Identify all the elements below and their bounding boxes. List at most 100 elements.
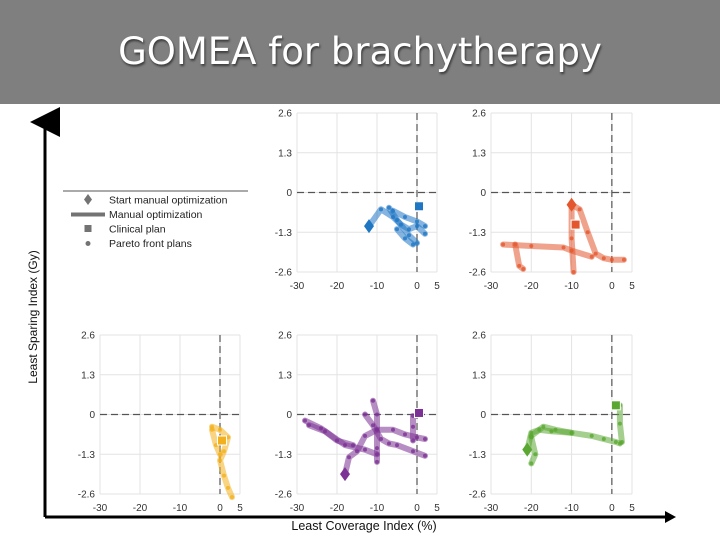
y-tick-label: -2.6 (275, 268, 293, 279)
pareto-front-point (391, 208, 395, 213)
pareto-front-point (218, 458, 222, 463)
pareto-front-point (501, 242, 506, 247)
panel-bottom-middle: 2.6 1.3 0 -1.3 -2.6 -30 -20 -10 0 5 (275, 331, 440, 515)
x-tick-label: -10 (370, 281, 385, 292)
y-tick-label: 1.3 (81, 370, 95, 381)
x-tick-label: -20 (330, 281, 345, 292)
pareto-front-point (323, 429, 327, 434)
pareto-front-point (517, 263, 522, 268)
pareto-front-point (613, 440, 618, 445)
pareto-front-point (529, 461, 534, 466)
x-tick-label: 0 (217, 503, 223, 514)
pareto-front-point (230, 495, 234, 500)
pareto-front-point (423, 224, 427, 229)
pareto-front-point (533, 452, 538, 457)
pareto-front-point (226, 485, 230, 490)
pareto-front-point (571, 270, 576, 274)
clinical-plan-marker (570, 219, 581, 230)
clinical-plan-marker (610, 400, 621, 411)
x-tick-label: -10 (173, 503, 188, 514)
pareto-front-point (601, 436, 606, 441)
title-bar (0, 0, 720, 104)
y-tick-label: 2.6 (278, 109, 292, 120)
y-tick-label: -1.3 (275, 450, 293, 461)
x-tick-label: -10 (564, 503, 579, 514)
y-tick-label: 0 (286, 410, 292, 421)
slide-title: GOMEA for brachytherapy (118, 30, 602, 73)
pareto-front-point (395, 443, 399, 448)
x-tick-label: 0 (414, 503, 420, 514)
x-tick-label: 5 (629, 281, 635, 292)
x-axis-label: Least Coverage Index (%) (291, 519, 436, 533)
pareto-front-point (617, 421, 622, 426)
pareto-front-point (379, 207, 383, 212)
pareto-front-point (387, 205, 391, 210)
pareto-front-point (363, 447, 367, 452)
pareto-front-point (347, 455, 351, 460)
start-manual-optimization-marker (522, 442, 533, 457)
pareto-front-point (375, 412, 379, 417)
x-tick-label: 0 (414, 281, 420, 292)
x-tick-label: -20 (524, 281, 539, 292)
legend-label-start: Start manual optimization (109, 195, 228, 207)
panel-bottom-right: 2.6 1.3 0 -1.3 -2.6 -30 -20 -10 0 5 (469, 331, 635, 515)
pareto-front-point (375, 446, 379, 451)
x-tick-label: -30 (484, 281, 499, 292)
y-tick-label: 1.3 (472, 370, 486, 381)
legend-box (61, 189, 249, 253)
manual-optimization-path (528, 434, 539, 467)
y-tick-label: 1.3 (278, 148, 292, 159)
legend-label-manual: Manual optimization (109, 209, 203, 221)
x-tick-label: -20 (524, 503, 539, 514)
x-tick-label: -30 (290, 503, 305, 514)
pareto-front-point (218, 452, 222, 457)
x-axis-arrowhead-icon (665, 511, 676, 523)
y-axis-label: Least Sparing Index (Gy) (26, 250, 40, 383)
pareto-front-point (569, 430, 574, 435)
clinical-plan-marker (414, 407, 424, 418)
pareto-front-point (411, 242, 415, 247)
pareto-front-point (403, 214, 407, 219)
x-tick-label: 0 (609, 503, 615, 514)
pareto-front-point (411, 438, 415, 443)
pareto-front-point (609, 257, 614, 262)
legend-label-pareto: Pareto front plans (109, 238, 192, 250)
pareto-front-point (541, 424, 546, 429)
chart-panels: 2.6 1.3 0 -1.3 -2.6 -30 -20 -10 0 5 2.6 1.3 0 -1.3 -2.… (78, 109, 635, 515)
pareto-front-point (569, 236, 574, 241)
x-tick-label: 5 (434, 281, 440, 292)
pareto-front-point (210, 427, 214, 432)
y-tick-label: 0 (480, 188, 486, 199)
y-tick-label: -1.3 (275, 228, 293, 239)
y-tick-label: -2.6 (469, 268, 487, 279)
pareto-front-point (335, 438, 339, 443)
y-tick-label: 2.6 (278, 331, 292, 342)
pareto-front-point (529, 435, 534, 440)
pareto-front-point (621, 257, 626, 262)
legend: Start manual optimization Manual optimiz… (61, 189, 249, 253)
x-tick-label: -20 (133, 503, 148, 514)
x-tick-label: -10 (564, 281, 579, 292)
y-tick-label: 1.3 (472, 148, 486, 159)
pareto-front-point (222, 449, 226, 454)
pareto-front-point (387, 441, 391, 446)
y-tick-label: -1.3 (469, 450, 487, 461)
x-tick-label: 0 (609, 281, 615, 292)
pareto-front-point (585, 230, 590, 235)
legend-diamond-icon (84, 194, 92, 205)
clinical-plan-marker (217, 435, 227, 446)
panel-bottom-left: 2.6 1.3 0 -1.3 -2.6 -30 -20 -10 0 5 (78, 331, 243, 515)
legend-label-clinical: Clinical plan (109, 224, 166, 236)
pareto-front-point (561, 245, 566, 250)
legend-dot-icon (85, 241, 91, 246)
panel-top-middle: 2.6 1.3 0 -1.3 -2.6 -30 -20 -10 0 5 (275, 109, 440, 293)
y-tick-label: 2.6 (81, 331, 95, 342)
pareto-front-point (521, 266, 526, 271)
manual-optimization-path (528, 423, 575, 439)
x-tick-label: 5 (629, 503, 635, 514)
pareto-front-point (601, 256, 606, 261)
pareto-front-point (391, 427, 395, 432)
x-tick-label: -30 (290, 281, 305, 292)
y-tick-label: -1.3 (78, 450, 96, 461)
